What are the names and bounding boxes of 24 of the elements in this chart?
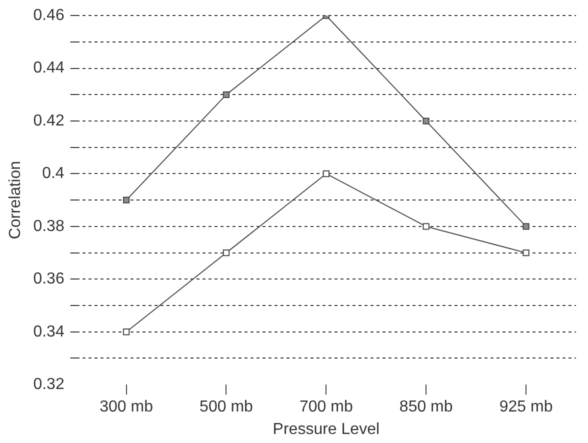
y-tick-label: 0.46 [33, 7, 64, 24]
point [522, 249, 530, 256]
x-tick-label: 700 mb [299, 398, 353, 416]
point [422, 118, 430, 124]
x-tick-label: 500 mb [200, 398, 254, 416]
y-tick-label: 0.44 [33, 60, 64, 77]
point [222, 91, 230, 98]
point [222, 249, 230, 256]
y-tick-label: 0.38 [33, 218, 64, 235]
x-axis-title: Pressure Level [272, 420, 380, 438]
y-axis-title: Correlation [7, 160, 24, 240]
point [122, 196, 130, 204]
y-tick-label: 0.32 [33, 376, 64, 394]
x-tick-label: 300 mb [100, 398, 154, 416]
point [322, 170, 330, 178]
point [522, 223, 530, 230]
x-tick-label: 850 mb [399, 398, 453, 416]
point [122, 328, 130, 336]
y-tick-label: 0.4 [42, 165, 64, 182]
y-tick-label: 0.42 [33, 112, 64, 130]
x-tick-label: 925 mb [499, 398, 553, 416]
y-tick-label: 0.34 [33, 323, 64, 340]
y-tick-label: 0.36 [33, 270, 64, 288]
point [422, 223, 430, 230]
